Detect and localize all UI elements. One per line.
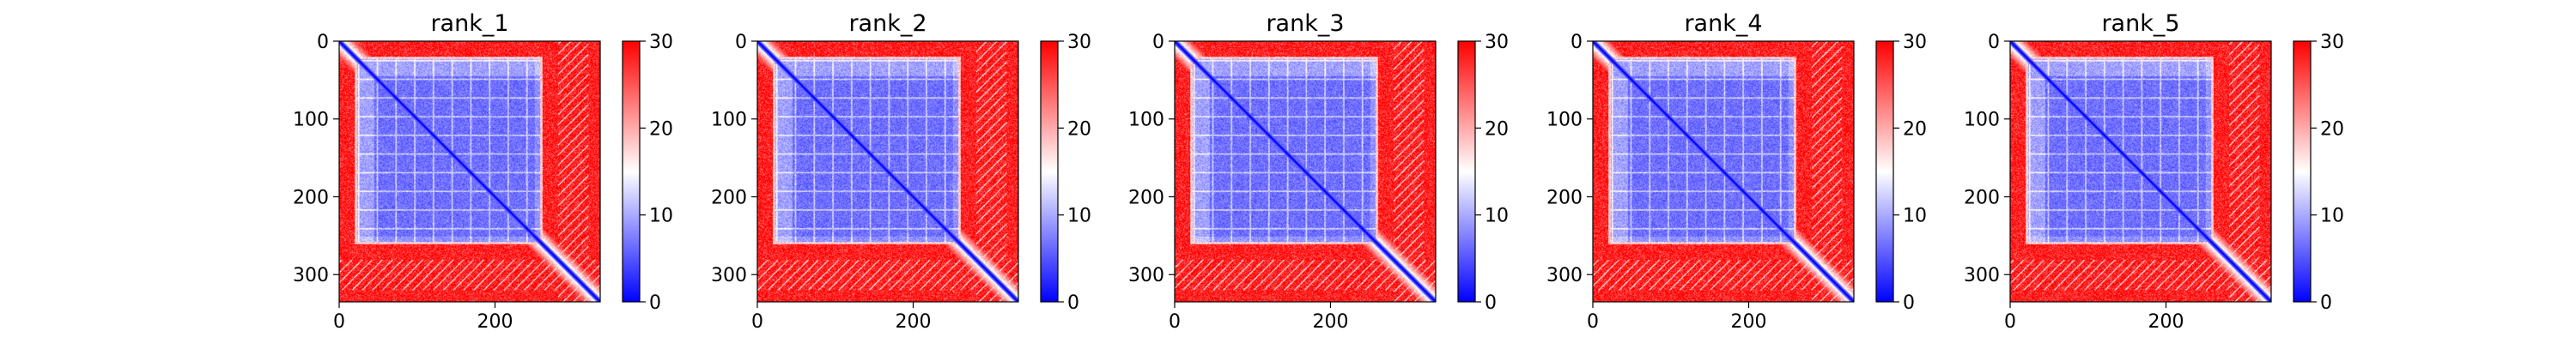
x-tick-label: 0 [751,311,763,333]
colorbar-tick-label: 20 [1485,118,1509,140]
y-tick-label: 200 [1128,187,1164,208]
axes-frame [1174,40,1437,303]
colorbar-tick-label: 30 [1485,32,1509,53]
colorbar-tick-label: 30 [1903,32,1927,53]
panel-title: rank_1 [430,10,508,37]
y-tick-label: 0 [1571,32,1583,53]
colorbar-tick-label: 10 [1485,206,1509,227]
colorbar-tick-label: 20 [2320,118,2344,140]
colorbar-tick-label: 10 [2320,206,2344,227]
panel-title: rank_4 [1684,10,1762,37]
axes-frame [756,40,1019,303]
y-tick-label: 300 [711,265,747,286]
colorbar-tick-label: 30 [1067,32,1091,53]
colorbar-tick-label: 0 [1903,292,1915,314]
heatmap-panel: rank_4 0 200 0 100 200 300 0 10 20 30 [1546,10,1927,333]
colorbar-tick-label: 0 [1485,292,1497,314]
y-tick-label: 100 [1546,110,1583,131]
colorbar-tick-label: 0 [649,292,661,314]
y-tick-label: 100 [1964,110,2000,131]
y-tick-label: 200 [711,187,747,208]
y-tick-label: 0 [1988,32,2000,53]
colorbar-tick-label: 0 [2320,292,2332,314]
y-tick-label: 300 [1546,265,1583,286]
y-tick-label: 200 [1546,187,1583,208]
x-tick-label: 200 [477,311,513,333]
y-tick-label: 300 [1964,265,2000,286]
axes-frame [2009,40,2272,303]
panel-title: rank_3 [1266,10,1344,37]
y-tick-label: 300 [1128,265,1164,286]
axes-frame [338,40,601,303]
y-tick-label: 100 [293,110,329,131]
heatmap-panel: rank_2 0 200 0 100 200 300 0 10 20 30 [711,10,1091,333]
x-tick-label: 200 [1730,311,1766,333]
y-tick-label: 200 [1964,187,2000,208]
heatmap-image [1175,41,1436,302]
panel-title: rank_5 [2101,10,2179,37]
x-tick-label: 0 [1587,311,1599,333]
colorbar-tick-label: 30 [649,32,673,53]
y-tick-label: 0 [735,32,747,53]
x-tick-label: 0 [1169,311,1181,333]
colorbar-tick-label: 30 [2320,32,2344,53]
heatmap-panel: rank_3 0 200 0 100 200 300 0 10 20 30 [1128,10,1509,333]
y-tick-label: 100 [711,110,747,131]
colorbar-tick-label: 10 [1067,206,1091,227]
heatmap-panel: rank_5 0 200 0 100 200 300 0 10 20 30 [1964,10,2344,333]
axes-frame [1592,40,1855,303]
colorbar-tick-label: 10 [1903,206,1927,227]
colorbar-tick-label: 0 [1067,292,1079,314]
y-tick-label: 100 [1128,110,1164,131]
colorbar [622,40,641,303]
colorbar [1040,40,1059,303]
colorbar [2293,40,2312,303]
y-tick-label: 300 [293,265,329,286]
heatmap-panel: rank_1 0 200 0 100 200 300 0 10 20 30 [293,10,673,333]
colorbar-tick-label: 20 [1903,118,1927,140]
heatmap-image [339,41,600,302]
x-tick-label: 200 [895,311,931,333]
heatmap-image [1593,41,1854,302]
colorbar-tick-label: 10 [649,206,673,227]
panel-title: rank_2 [848,10,927,37]
x-tick-label: 0 [2004,311,2016,333]
colorbar [1875,40,1894,303]
y-tick-label: 0 [317,32,329,53]
heatmap-image [2010,41,2271,302]
colorbar-tick-label: 20 [649,118,673,140]
colorbar [1457,40,1476,303]
y-tick-label: 0 [1152,32,1164,53]
x-tick-label: 200 [1312,311,1348,333]
x-tick-label: 0 [333,311,345,333]
heatmap-image [757,41,1018,302]
x-tick-label: 200 [2148,311,2184,333]
y-tick-label: 200 [293,187,329,208]
colorbar-tick-label: 20 [1067,118,1091,140]
